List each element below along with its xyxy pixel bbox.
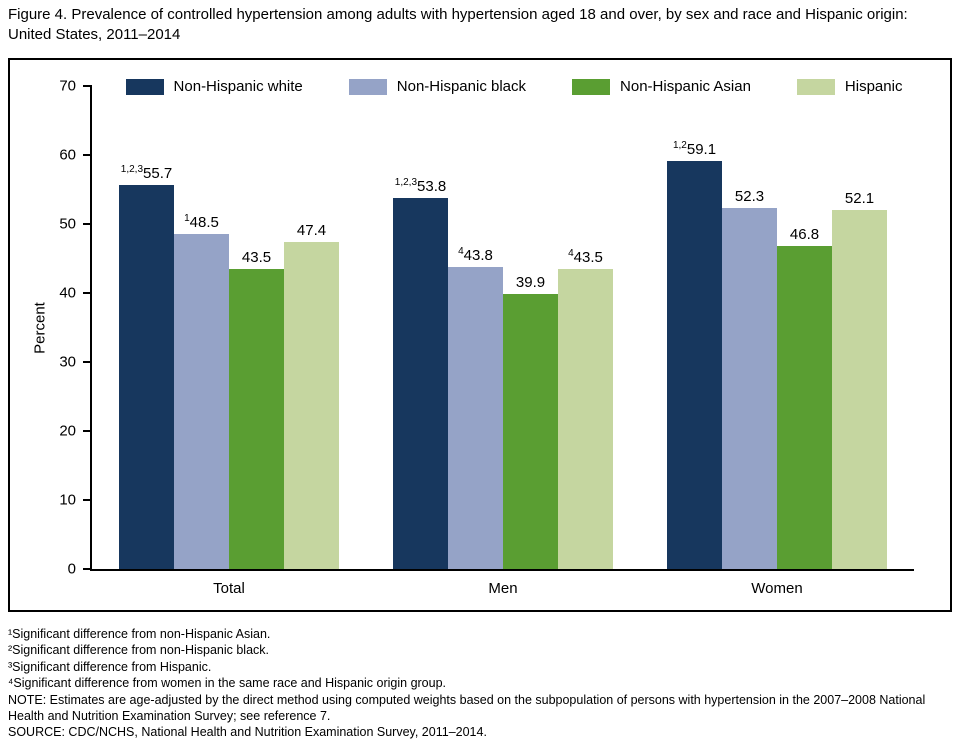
- footnote: ²Significant difference from non-Hispani…: [8, 643, 270, 658]
- bar: 52.3: [722, 188, 777, 569]
- legend-label: Hispanic: [844, 78, 903, 95]
- footnote: NOTE: Estimates are age-adjusted by the …: [8, 692, 926, 724]
- bar: 443.8: [448, 246, 503, 569]
- bar: 39.9: [503, 274, 558, 569]
- bar-value-label: 148.5: [184, 213, 219, 232]
- bar-value-label: 1,259.1: [672, 140, 717, 159]
- y-tick-label: 60: [59, 146, 76, 164]
- bar: 52.1: [832, 190, 887, 569]
- bar: 1,259.1: [667, 140, 722, 569]
- y-tick: [83, 292, 92, 294]
- legend-swatch: [348, 78, 387, 95]
- bar-value-label: 39.9: [515, 273, 546, 291]
- bar-value-label: 443.8: [458, 245, 493, 264]
- bar-value-label: 43.5: [241, 248, 272, 266]
- footnote: ³Significant difference from Hispanic.: [8, 659, 212, 674]
- y-tick-label: 70: [59, 77, 76, 95]
- x-axis-label: Women: [751, 580, 803, 597]
- legend-item: Hispanic: [796, 78, 903, 95]
- legend-item: Non-Hispanic black: [348, 78, 527, 95]
- bar-groups: 1,2,355.7 148.5 43.5 47.4 Total 1,2,353.8 443.…: [92, 86, 914, 597]
- bar: 43.5: [229, 249, 284, 569]
- footnote: ⁴Significant difference from women in th…: [8, 676, 447, 691]
- y-tick-label: 20: [59, 422, 76, 440]
- footnote: ¹Significant difference from non-Hispani…: [8, 627, 271, 641]
- y-tick: [83, 361, 92, 363]
- bar-group: 1,259.1 52.3 46.8 52.1 Women: [667, 86, 887, 597]
- legend-swatch: [796, 78, 835, 95]
- bar: 47.4: [284, 222, 339, 569]
- plot-area: 1,2,355.7 148.5 43.5 47.4 Total 1,2,353.8 443.…: [59, 79, 914, 597]
- legend-item: Non-Hispanic Asian: [572, 78, 751, 95]
- y-tick-label: 0: [67, 560, 76, 578]
- y-tick: [83, 430, 92, 432]
- legend-swatch: [572, 78, 611, 95]
- bar-value-label: 443.5: [568, 247, 603, 266]
- legend-item: Non-Hispanic white: [125, 78, 303, 95]
- bar: 443.5: [558, 248, 613, 569]
- x-axis-label: Total: [213, 580, 245, 597]
- y-axis-title: Percent: [31, 302, 49, 354]
- bar-value-label: 47.4: [296, 221, 327, 239]
- bar: 1,2,355.7: [119, 164, 174, 569]
- bar-value-label: 1,2,353.8: [394, 176, 447, 195]
- legend-swatch: [125, 78, 164, 95]
- bar: 46.8: [777, 226, 832, 569]
- bar-group: 1,2,353.8 443.8 39.9 443.5 Men: [393, 86, 613, 597]
- legend-label: Non-Hispanic Asian: [620, 78, 751, 95]
- footnotes: ¹Significant difference from non-Hispani…: [8, 626, 954, 741]
- legend: Non-Hispanic white Non-Hispanic black Non-…: [90, 78, 938, 95]
- y-tick: [83, 85, 92, 87]
- legend-label: Non-Hispanic white: [173, 78, 303, 95]
- y-tick: [83, 568, 92, 570]
- legend-label: Non-Hispanic black: [396, 78, 527, 95]
- bar-value-label: 46.8: [789, 226, 820, 244]
- chart-box: Non-Hispanic white Non-Hispanic black Non-…: [8, 58, 952, 612]
- footnote: SOURCE: CDC/NCHS, National Health and Nu…: [8, 725, 487, 740]
- y-tick: [83, 499, 92, 501]
- bar-value-label: 52.1: [844, 189, 875, 207]
- y-tick-label: 30: [59, 353, 76, 371]
- bar-group: 1,2,355.7 148.5 43.5 47.4 Total: [119, 86, 339, 597]
- bar-value-label: 52.3: [734, 188, 765, 206]
- x-axis-label: Men: [488, 580, 518, 597]
- bar: 148.5: [174, 213, 229, 569]
- figure-title: Figure 4. Prevalence of controlled hyper…: [8, 6, 908, 43]
- y-tick-label: 50: [59, 215, 76, 233]
- bar: 1,2,353.8: [393, 177, 448, 569]
- y-tick: [83, 154, 92, 156]
- bar-value-label: 1,2,355.7: [120, 163, 173, 182]
- y-tick: [83, 223, 92, 225]
- y-tick-label: 40: [59, 284, 76, 302]
- y-tick-label: 10: [59, 491, 76, 509]
